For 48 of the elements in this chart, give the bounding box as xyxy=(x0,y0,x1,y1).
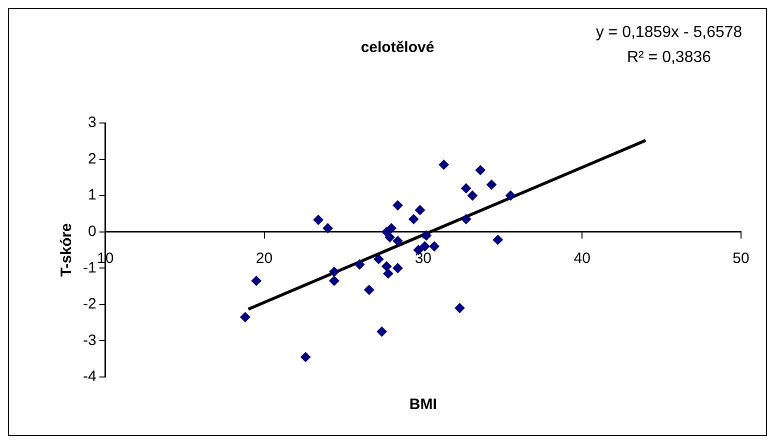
point xyxy=(382,261,392,272)
point xyxy=(322,223,333,234)
point xyxy=(429,241,440,252)
x-axis-title: BMI xyxy=(409,396,437,413)
point xyxy=(240,312,250,322)
point xyxy=(374,254,384,264)
y-axis-title: T-skóre xyxy=(58,223,76,277)
point xyxy=(414,205,425,216)
point xyxy=(392,236,403,246)
y-tick-label: 1 xyxy=(88,186,96,204)
point xyxy=(386,223,396,234)
point xyxy=(486,180,497,190)
y-tick-label: -2 xyxy=(82,296,96,313)
point xyxy=(421,230,432,240)
point xyxy=(392,263,403,274)
chart-title: celotělové xyxy=(360,39,434,56)
x-tick-label: 50 xyxy=(732,250,750,267)
y-tick-label: -3 xyxy=(82,332,96,349)
point xyxy=(492,234,503,245)
y-tick-label: -4 xyxy=(82,368,96,386)
point xyxy=(454,303,465,314)
point xyxy=(475,165,486,176)
y-tick-label: 3 xyxy=(88,114,96,132)
point xyxy=(313,214,324,225)
point xyxy=(438,160,449,170)
x-tick-label: 40 xyxy=(574,250,590,267)
point xyxy=(408,214,419,224)
point xyxy=(251,276,262,286)
point xyxy=(364,284,374,295)
point xyxy=(354,260,365,270)
point xyxy=(461,183,472,194)
point xyxy=(467,190,478,201)
text: R² = 0,3836 xyxy=(626,49,712,66)
point xyxy=(329,266,340,277)
point xyxy=(384,232,395,242)
point xyxy=(329,276,340,286)
point xyxy=(392,200,403,210)
point xyxy=(383,268,394,279)
x-tick-label: 20 xyxy=(256,250,273,267)
point xyxy=(376,326,387,337)
text: y = 0,1859x - 5,6578 xyxy=(596,24,742,41)
point xyxy=(300,352,311,362)
y-tick-label: 0 xyxy=(88,223,96,240)
point xyxy=(461,214,472,224)
y-tick-label: -1 xyxy=(82,259,96,276)
y-tick-label: 2 xyxy=(88,150,96,168)
point xyxy=(420,241,430,252)
point xyxy=(506,190,516,201)
